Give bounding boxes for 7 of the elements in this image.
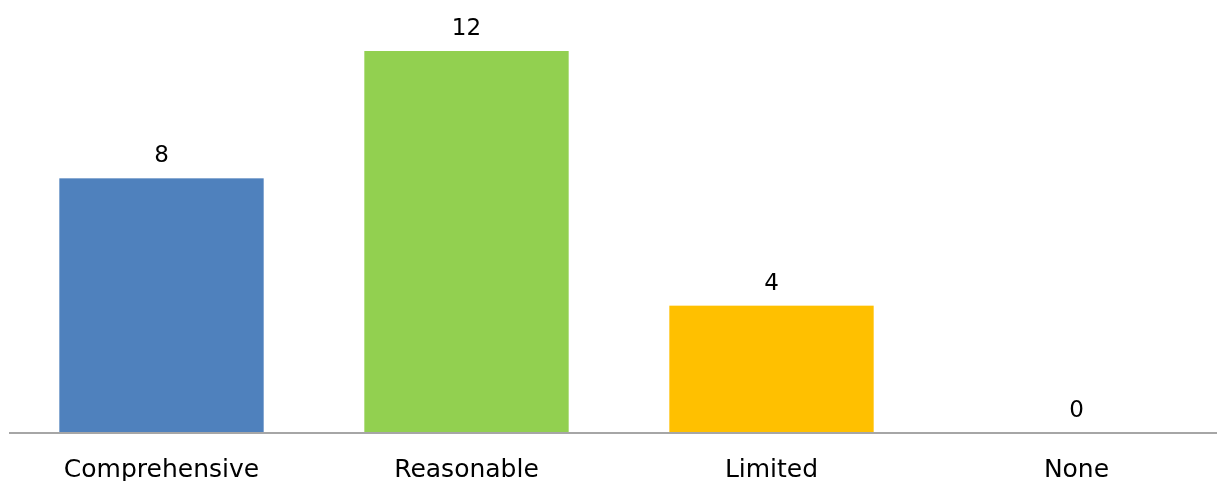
- data-label: 4: [764, 268, 779, 295]
- data-label: 8: [154, 141, 169, 168]
- x-tick-label: Limited: [724, 454, 819, 481]
- x-tick-label: Reasonable: [394, 454, 539, 481]
- data-label: 12: [451, 14, 482, 40]
- data-label: 0: [1069, 396, 1084, 422]
- x-tick-label: None: [1043, 454, 1110, 481]
